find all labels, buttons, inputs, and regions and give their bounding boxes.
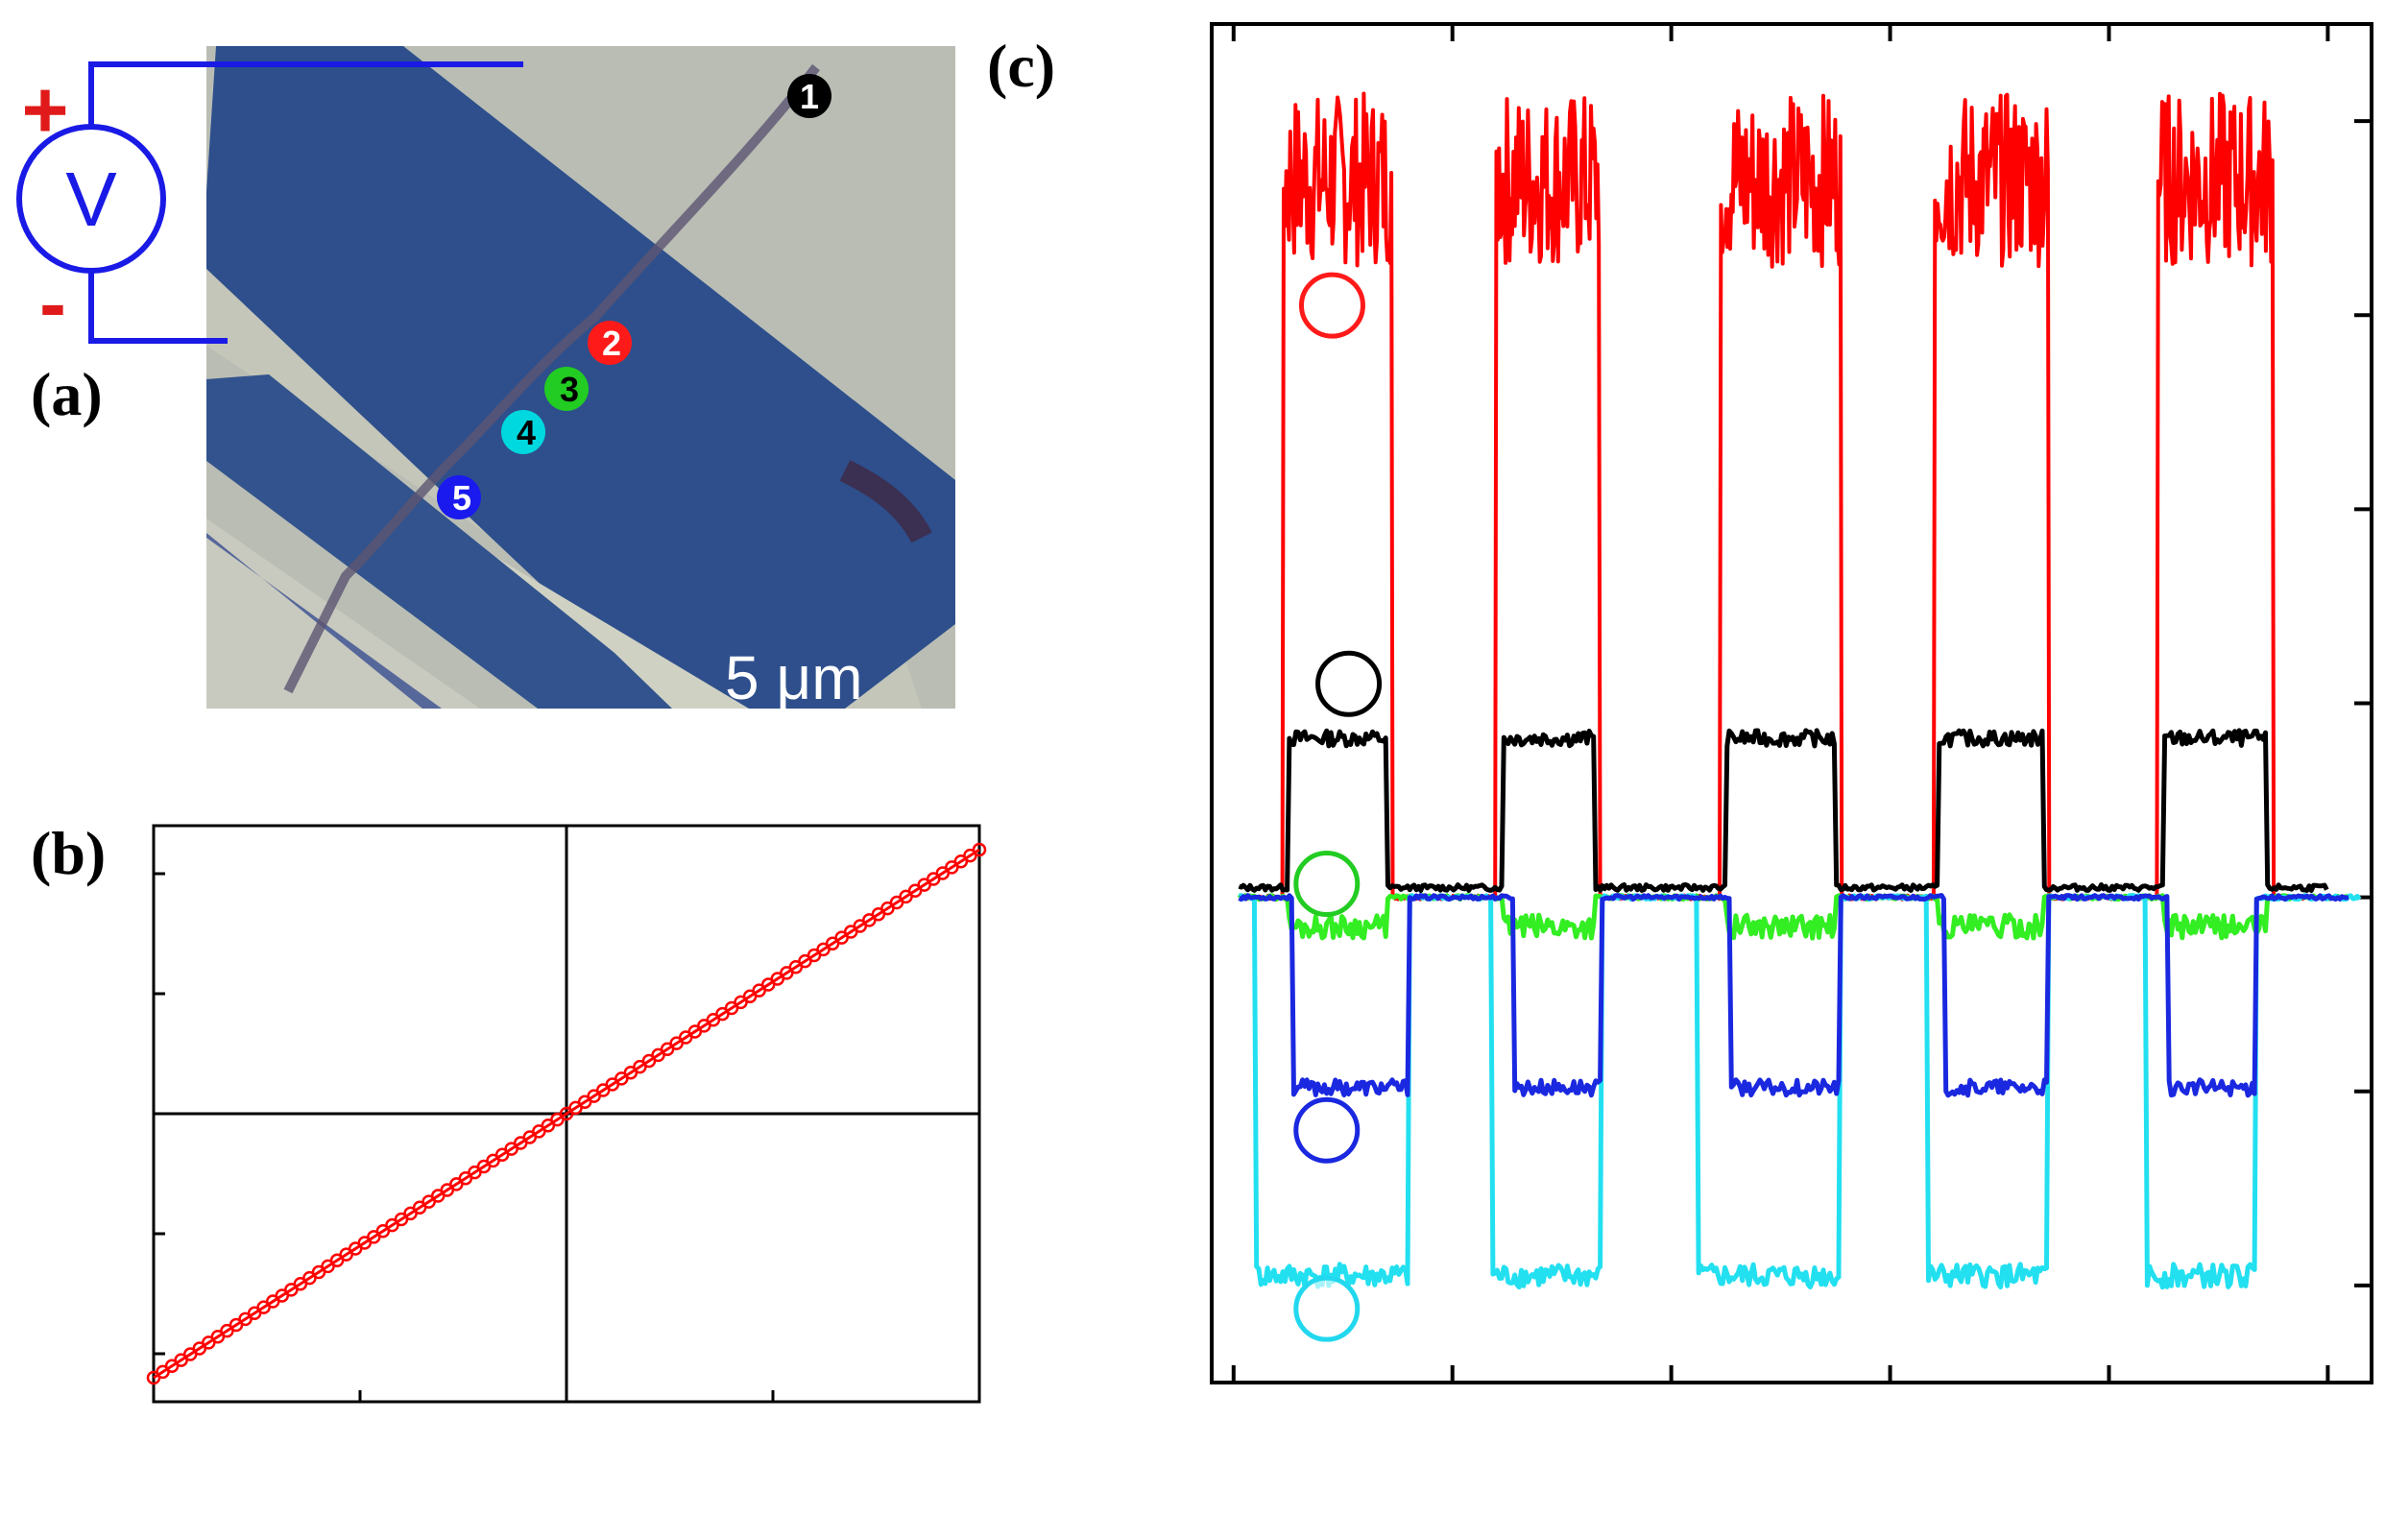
flake-edge <box>283 63 820 694</box>
probe-1-label: 1 <box>800 77 819 116</box>
iv-data-point <box>972 842 987 857</box>
series-annotation-circle <box>1293 1275 1361 1342</box>
electrode-lower <box>206 374 672 709</box>
panel-b: (b) <box>31 819 987 1404</box>
probe-2-label: 2 <box>602 324 621 363</box>
probe-5: 5 <box>437 475 481 519</box>
probe-5-dot <box>437 475 481 519</box>
circuit-wire-bottom <box>88 271 228 344</box>
plus-terminal: + <box>21 64 68 155</box>
series-annotation-circle <box>1293 1096 1361 1164</box>
probe-2: 2 <box>588 321 632 365</box>
probe-markers: 1 2 3 4 5 <box>437 74 831 519</box>
probe-1: 1 <box>787 74 831 118</box>
voltmeter-circuit: V + - <box>16 61 523 349</box>
series-annotation-circle <box>1293 850 1361 917</box>
probe-4-label: 4 <box>517 413 536 452</box>
series-2-line <box>1238 91 2307 902</box>
probe-4-dot <box>501 410 545 454</box>
panel-a: (a) 5 μm 1 <box>16 46 955 712</box>
probe-2-dot <box>588 321 632 365</box>
series-5-line <box>1238 893 2349 1098</box>
panel-b-label: (b) <box>31 819 106 887</box>
probe-5-label: 5 <box>452 478 471 517</box>
flake-debris <box>839 460 932 543</box>
series-3-line <box>1237 893 2350 941</box>
minus-terminal: - <box>39 258 66 349</box>
scale-bar-label: 5 μm <box>725 643 863 712</box>
circuit-wire-top <box>88 61 523 127</box>
iv-chart <box>146 824 987 1404</box>
substrate-corner <box>206 518 480 709</box>
probe-1-dot <box>787 74 831 118</box>
probe-3-dot <box>544 367 589 411</box>
probe-4: 4 <box>501 410 545 454</box>
panel-c: (c) <box>987 22 2373 1384</box>
series-1-line <box>1238 728 2329 893</box>
probe-3: 3 <box>544 367 589 411</box>
voltmeter-icon <box>16 124 166 274</box>
iv-line <box>153 848 980 1380</box>
panel-c-label: (c) <box>987 32 1055 100</box>
panel-a-label: (a) <box>31 360 103 428</box>
series-annotation-circle <box>1315 650 1383 717</box>
voltage-time-chart <box>1210 22 2373 1384</box>
voltmeter-symbol: V <box>65 156 117 242</box>
series-annotation-circle <box>1298 272 1365 339</box>
probe-3-label: 3 <box>560 370 579 409</box>
